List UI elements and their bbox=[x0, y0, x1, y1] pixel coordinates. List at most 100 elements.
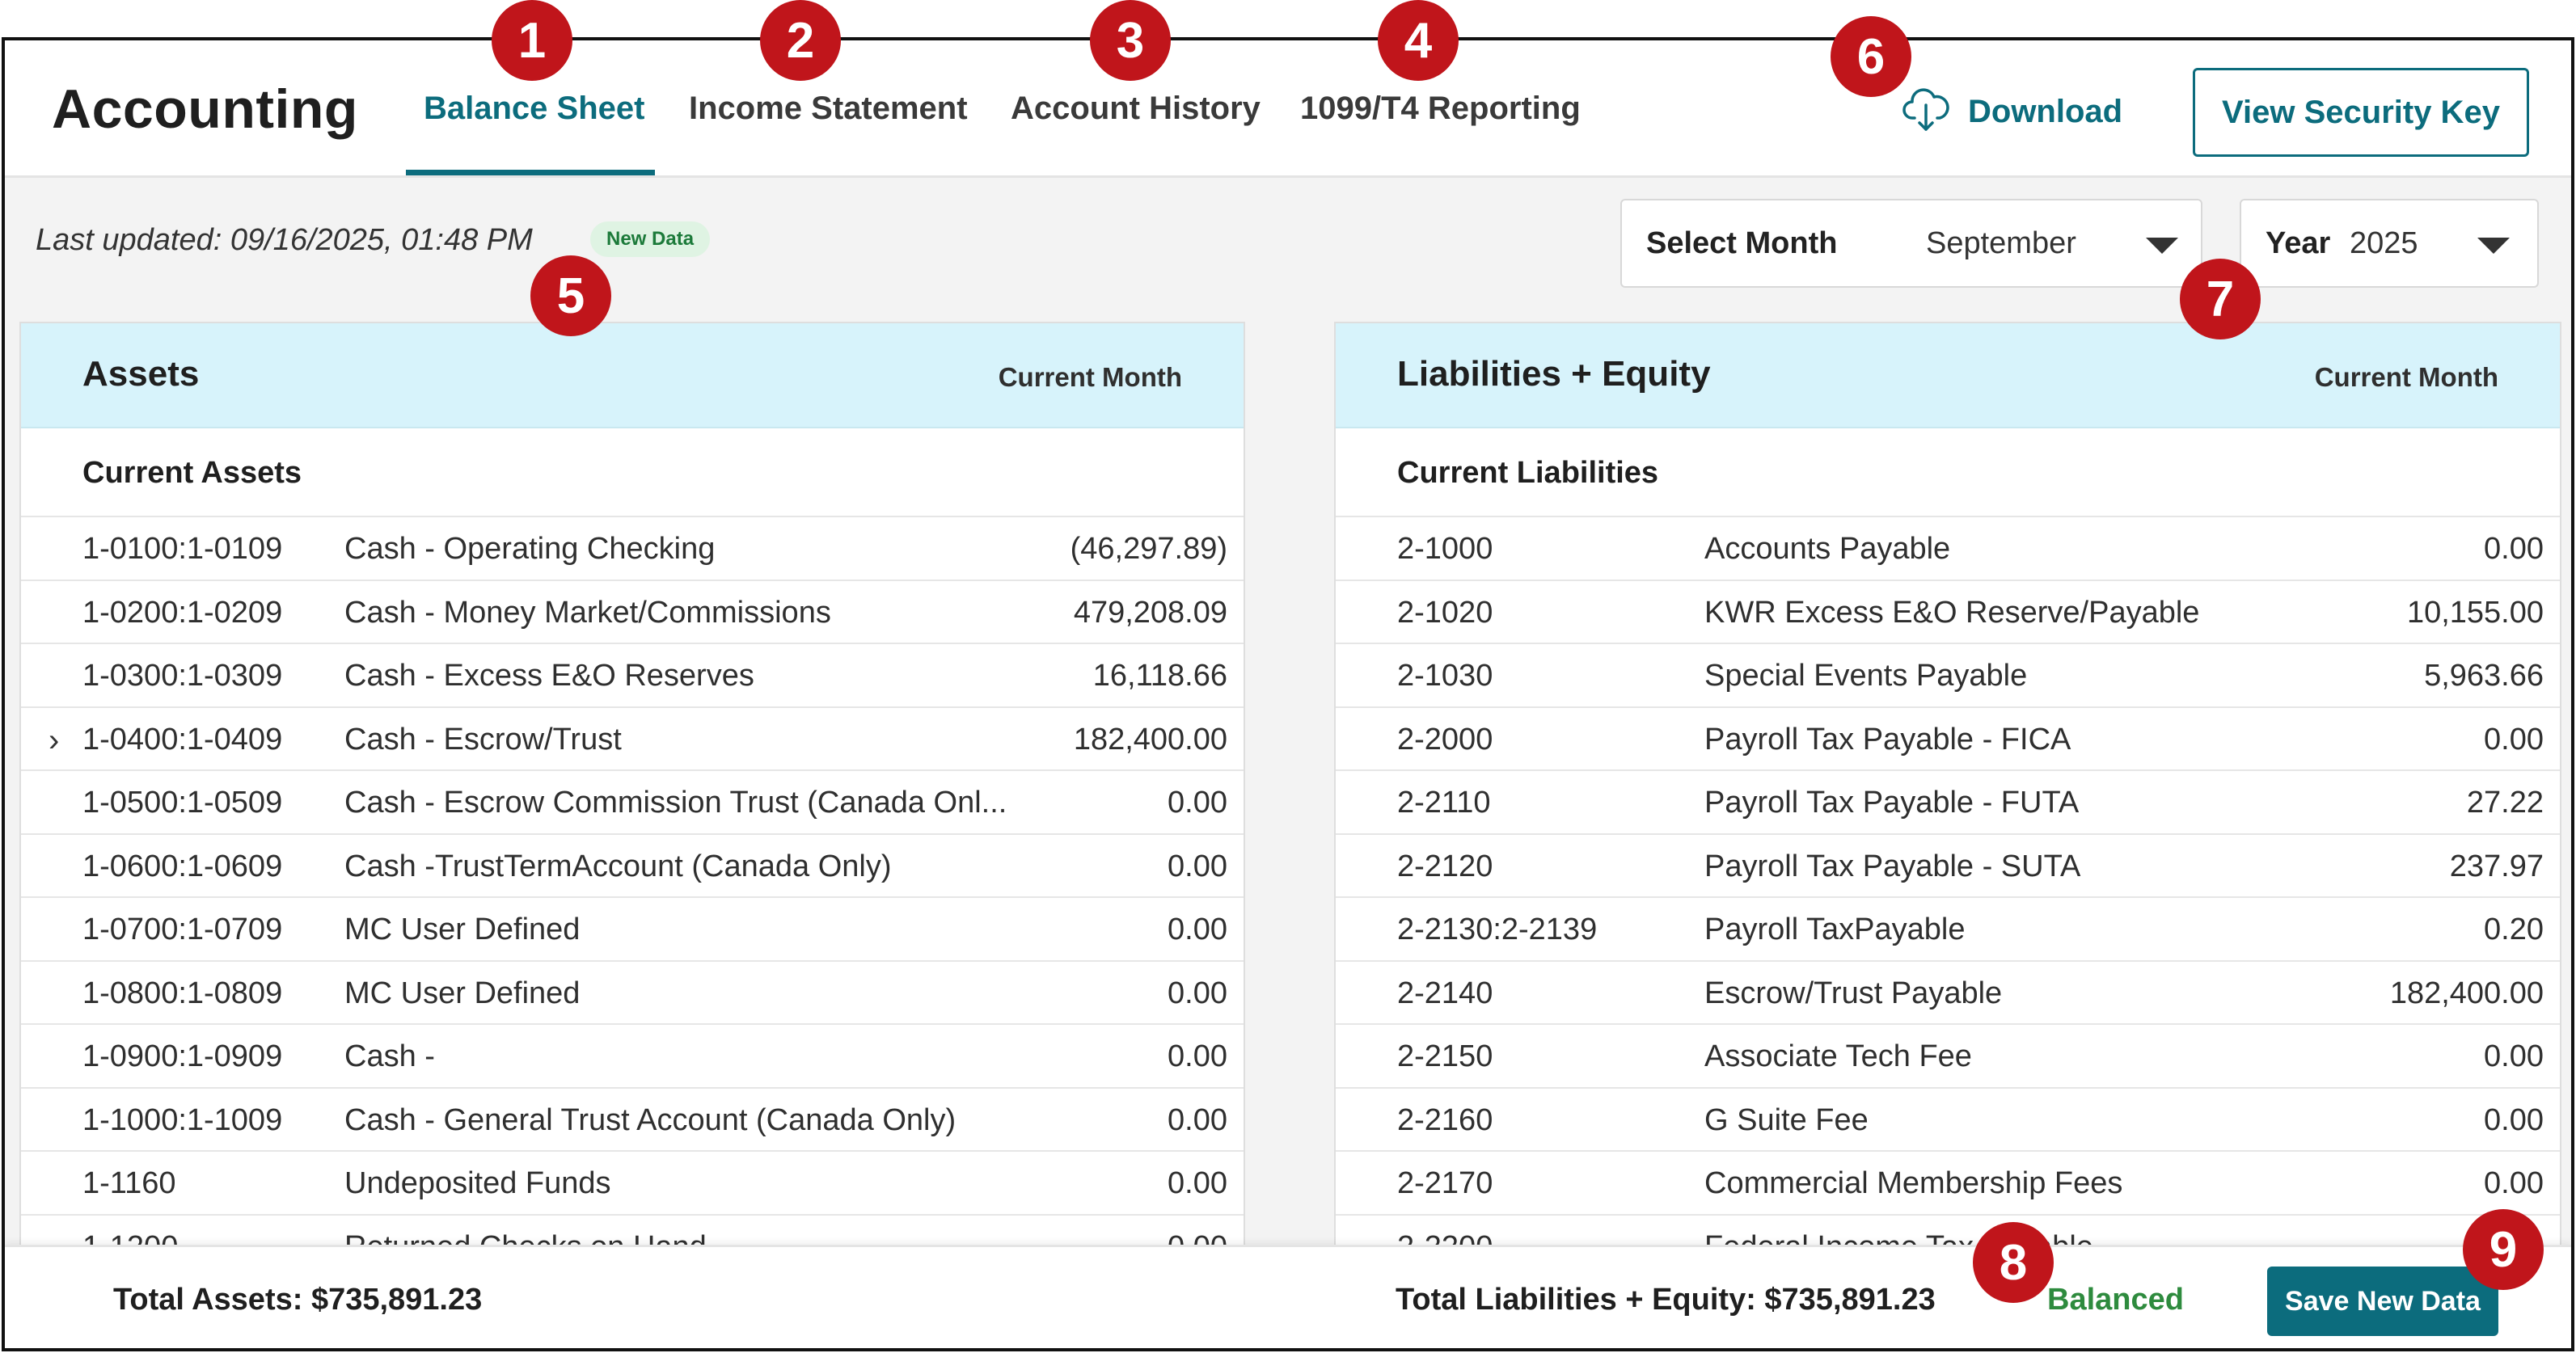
section-heading: Current Liabilities bbox=[1397, 456, 1659, 490]
liabilities-title: Liabilities + Equity bbox=[1397, 354, 1711, 394]
callout-marker-7: 7 bbox=[2180, 259, 2261, 339]
account-amount: 5,963.66 bbox=[2424, 659, 2544, 693]
active-tab-indicator bbox=[406, 170, 655, 175]
tab-1099-t4-reporting[interactable]: 1099/T4 Reporting bbox=[1300, 91, 1581, 126]
assets-panel-header: Assets Current Month bbox=[21, 323, 1244, 428]
table-row: 2-2170 Commercial Membership Fees 0.00 bbox=[1336, 1152, 2560, 1216]
account-name: Cash - Operating Checking bbox=[344, 532, 716, 566]
year-select-value: 2025 bbox=[2350, 226, 2418, 260]
month-select[interactable]: Select Month September bbox=[1620, 199, 2202, 288]
callout-marker-8: 8 bbox=[1973, 1222, 2054, 1303]
tab-income-statement[interactable]: Income Statement bbox=[689, 91, 968, 126]
account-code: 2-2120 bbox=[1397, 849, 1493, 883]
callout-marker-2: 2 bbox=[760, 0, 841, 81]
current-assets-section: Current Assets bbox=[21, 428, 1244, 517]
callout-marker-5: 5 bbox=[530, 255, 611, 336]
account-name: Cash - Escrow Commission Trust (Canada O… bbox=[344, 786, 1007, 820]
month-select-value: September bbox=[1926, 226, 2076, 260]
callout-marker-3: 3 bbox=[1090, 0, 1171, 81]
chevron-down-icon bbox=[2146, 238, 2178, 254]
save-new-data-button[interactable]: Save New Data bbox=[2267, 1267, 2498, 1336]
account-code: 1-0200:1-0209 bbox=[82, 595, 283, 630]
table-row: 1-0700:1-0709 MC User Defined 0.00 bbox=[21, 898, 1244, 962]
account-code: 1-0600:1-0609 bbox=[82, 849, 283, 883]
table-row[interactable]: › 1-0400:1-0409 Cash - Escrow/Trust 182,400… bbox=[21, 708, 1244, 771]
account-name: Cash - Escrow/Trust bbox=[344, 722, 622, 757]
callout-marker-9: 9 bbox=[2463, 1209, 2544, 1290]
page-title: Accounting bbox=[52, 78, 358, 140]
download-button[interactable]: Download bbox=[1902, 86, 2122, 138]
table-row: 2-2120 Payroll Tax Payable - SUTA 237.97 bbox=[1336, 835, 2560, 898]
tab-account-history[interactable]: Account History bbox=[1011, 91, 1261, 126]
account-amount: 0.00 bbox=[1168, 1166, 1227, 1200]
account-amount: 182,400.00 bbox=[2389, 976, 2544, 1010]
table-row: 1-0100:1-0109 Cash - Operating Checking (4… bbox=[21, 517, 1244, 581]
assets-rows: 1-0100:1-0109 Cash - Operating Checking (4… bbox=[21, 517, 1244, 1250]
assets-column-header: Current Month bbox=[998, 362, 1182, 392]
account-amount: 27.22 bbox=[2466, 786, 2544, 820]
account-name: Payroll Tax Payable - FICA bbox=[1704, 722, 2071, 757]
liabilities-panel: Liabilities + Equity Current Month Curre… bbox=[1334, 322, 2561, 1251]
account-amount: 16,118.66 bbox=[1092, 659, 1227, 693]
account-name: Payroll TaxPayable bbox=[1704, 913, 1966, 946]
account-name: Payroll Tax Payable - FUTA bbox=[1704, 786, 2080, 820]
callout-marker-4: 4 bbox=[1378, 0, 1459, 81]
account-code: 1-0800:1-0809 bbox=[82, 976, 283, 1010]
account-code: 1-0700:1-0709 bbox=[82, 913, 283, 946]
account-code: 2-2110 bbox=[1397, 786, 1491, 820]
table-row: 2-2160 G Suite Fee 0.00 bbox=[1336, 1089, 2560, 1152]
section-heading: Current Assets bbox=[82, 456, 302, 490]
accounting-window: Accounting Balance Sheet Income Statemen… bbox=[2, 37, 2574, 1351]
chevron-right-icon[interactable]: › bbox=[49, 722, 60, 758]
account-amount: 0.00 bbox=[1168, 849, 1227, 883]
account-name: Payroll Tax Payable - SUTA bbox=[1704, 849, 2081, 883]
account-code: 2-1020 bbox=[1397, 595, 1493, 630]
account-code: 2-2140 bbox=[1397, 976, 1493, 1010]
account-code: 1-1160 bbox=[82, 1166, 176, 1200]
table-row: 2-2140 Escrow/Trust Payable 182,400.00 bbox=[1336, 962, 2560, 1025]
account-name: Commercial Membership Fees bbox=[1704, 1166, 2123, 1200]
table-row: 1-0900:1-0909 Cash - 0.00 bbox=[21, 1025, 1244, 1089]
table-row: 2-1020 KWR Excess E&O Reserve/Payable 10,1… bbox=[1336, 581, 2560, 644]
table-row: 2-2000 Payroll Tax Payable - FICA 0.00 bbox=[1336, 708, 2560, 771]
account-code: 2-2160 bbox=[1397, 1102, 1493, 1137]
account-amount: 0.00 bbox=[2484, 1166, 2544, 1200]
current-liabilities-section: Current Liabilities bbox=[1336, 428, 2560, 517]
table-row: 2-2150 Associate Tech Fee 0.00 bbox=[1336, 1025, 2560, 1089]
account-name: G Suite Fee bbox=[1704, 1102, 1869, 1137]
account-name: Accounts Payable bbox=[1704, 532, 1951, 566]
account-amount: 0.00 bbox=[2484, 532, 2544, 566]
callout-marker-6: 6 bbox=[1831, 16, 1911, 97]
account-name: Cash - Money Market/Commissions bbox=[344, 595, 831, 630]
month-select-label: Select Month bbox=[1646, 226, 1838, 260]
total-assets: Total Assets: $735,891.23 bbox=[113, 1283, 483, 1317]
account-amount: 0.00 bbox=[2484, 1039, 2544, 1073]
chevron-down-icon bbox=[2477, 238, 2510, 254]
account-amount: 0.00 bbox=[1168, 1039, 1227, 1073]
download-label: Download bbox=[1968, 94, 2123, 129]
table-row: 1-0600:1-0609 Cash -TrustTermAccount (Can… bbox=[21, 835, 1244, 898]
year-select[interactable]: Year 2025 bbox=[2240, 199, 2539, 288]
account-amount: 237.97 bbox=[2449, 849, 2544, 883]
account-amount: 182,400.00 bbox=[1073, 722, 1227, 757]
account-name: Cash -TrustTermAccount (Canada Only) bbox=[344, 849, 892, 883]
account-name: MC User Defined bbox=[344, 913, 581, 946]
account-name: Cash - Excess E&O Reserves bbox=[344, 659, 754, 693]
cloud-download-icon bbox=[1902, 86, 1950, 138]
account-amount: 0.00 bbox=[1168, 976, 1227, 1010]
account-amount: 0.00 bbox=[1168, 786, 1227, 820]
footer-bar: Total Assets: $735,891.23 Total Liabilit… bbox=[5, 1245, 2571, 1348]
tab-balance-sheet[interactable]: Balance Sheet bbox=[424, 91, 645, 126]
total-liabilities-equity: Total Liabilities + Equity: $735,891.23 bbox=[1396, 1283, 1936, 1317]
callout-marker-1: 1 bbox=[492, 0, 572, 81]
account-code: 1-0900:1-0909 bbox=[82, 1039, 283, 1073]
view-security-key-button[interactable]: View Security Key bbox=[2193, 68, 2529, 157]
account-amount: (46,297.89) bbox=[1070, 532, 1227, 566]
table-row: 2-1000 Accounts Payable 0.00 bbox=[1336, 517, 2560, 581]
account-name: MC User Defined bbox=[344, 976, 581, 1010]
table-row: 1-0800:1-0809 MC User Defined 0.00 bbox=[21, 962, 1244, 1025]
account-code: 2-2130:2-2139 bbox=[1397, 913, 1598, 946]
account-code: 2-1030 bbox=[1397, 659, 1493, 693]
account-code: 2-2000 bbox=[1397, 722, 1493, 757]
account-name: Special Events Payable bbox=[1704, 659, 2028, 693]
